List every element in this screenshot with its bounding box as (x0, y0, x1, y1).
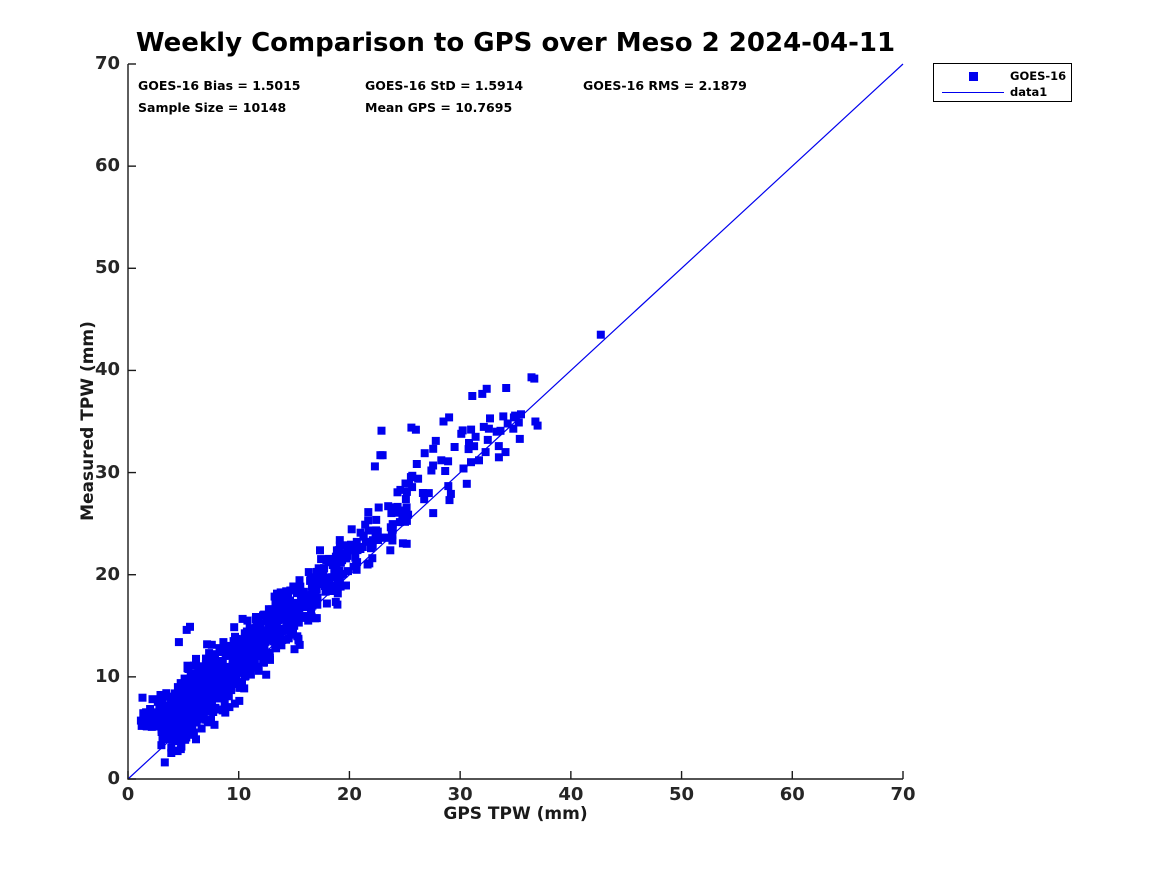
y-tick-label: 60 (94, 155, 120, 177)
x-tick-label: 50 (669, 784, 695, 805)
x-tick-label: 40 (558, 784, 584, 805)
x-axis-label: GPS TPW (mm) (443, 804, 588, 824)
x-tick-label: 70 (890, 784, 916, 805)
legend-box: GOES-16 data1 (933, 63, 1072, 102)
x-tick-label: 30 (447, 784, 473, 805)
legend-label-data1: data1 (1010, 85, 1048, 99)
stat-mean-gps: Mean GPS = 10.7695 (365, 100, 513, 115)
axis-ticks (127, 63, 904, 780)
y-tick-label: 50 (94, 257, 120, 279)
y-tick-label: 70 (94, 53, 120, 74)
blue-line-sample-icon (942, 92, 1004, 93)
stat-rms: GOES-16 RMS = 2.1879 (583, 78, 747, 93)
y-tick-label: 40 (94, 359, 120, 381)
stat-std: GOES-16 StD = 1.5914 (365, 78, 524, 93)
y-tick-label: 20 (94, 563, 120, 585)
x-tick-label: 60 (779, 784, 805, 805)
scatter-points (136, 330, 605, 767)
blue-square-marker-icon (969, 72, 978, 81)
y-axis-label: Measured TPW (mm) (78, 321, 98, 521)
x-tick-label: 0 (121, 784, 135, 805)
legend-label-goes16: GOES-16 (1010, 69, 1067, 83)
y-tick-label: 10 (94, 665, 120, 687)
legend-entry-goes16: GOES-16 (934, 68, 1071, 84)
stat-sample-size: Sample Size = 10148 (138, 100, 287, 115)
legend-entry-data1: data1 (934, 84, 1071, 100)
chart-title: Weekly Comparison to GPS over Meso 2 202… (135, 28, 896, 58)
y-tick-label: 30 (94, 461, 120, 483)
x-tick-label: 20 (336, 784, 362, 805)
y-tick-label: 0 (107, 768, 120, 789)
x-tick-label: 10 (226, 784, 252, 805)
stat-bias: GOES-16 Bias = 1.5015 (138, 78, 301, 93)
